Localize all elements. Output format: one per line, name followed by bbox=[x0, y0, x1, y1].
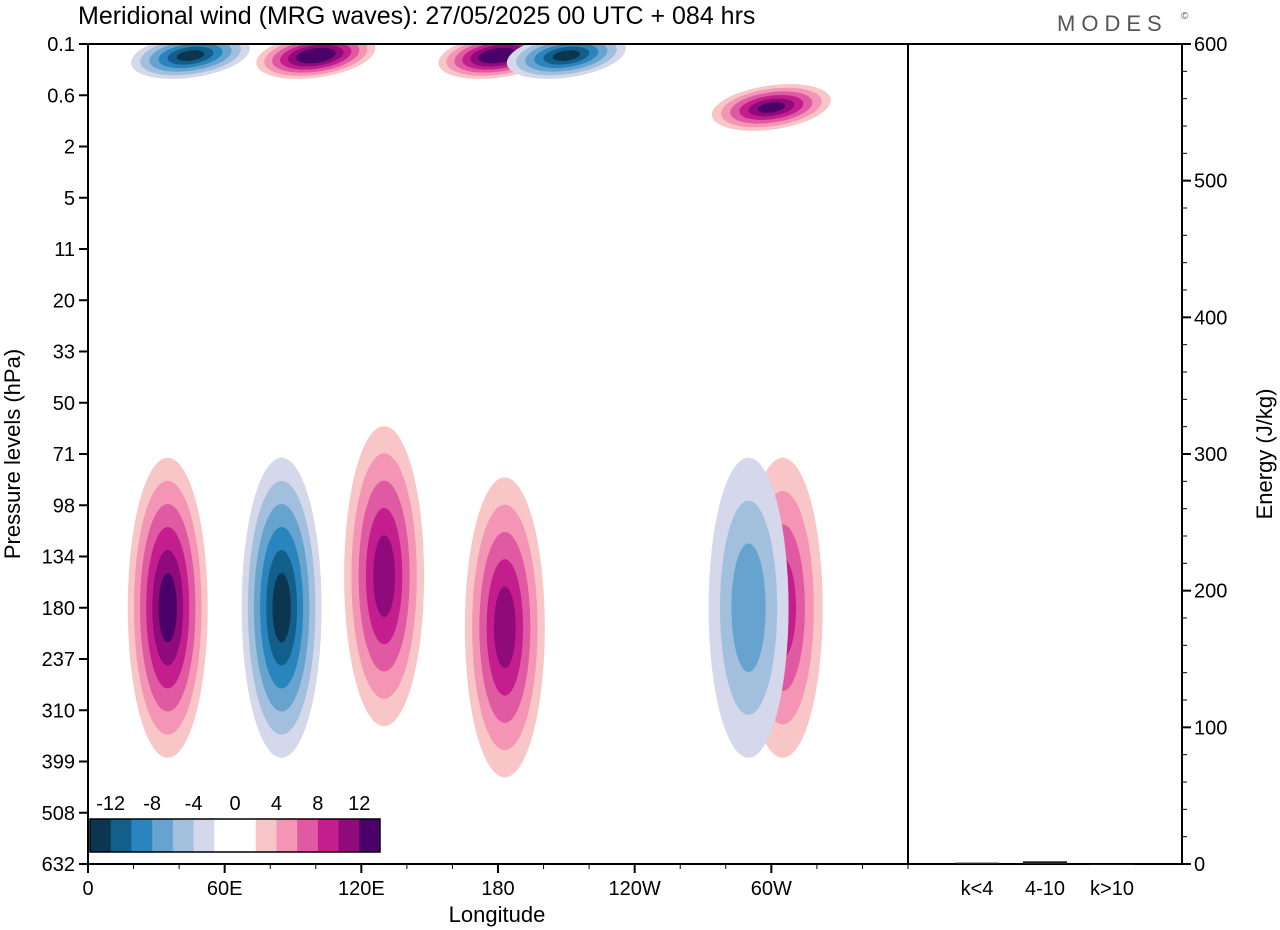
energy-tick-label: 400 bbox=[1194, 307, 1227, 329]
energy-bar bbox=[955, 862, 999, 864]
colorbar-label: 0 bbox=[229, 793, 240, 815]
logo-text: MODES bbox=[1057, 11, 1168, 36]
x-tick-label: 0 bbox=[82, 878, 93, 900]
colorbar-label: -8 bbox=[143, 793, 161, 815]
colorbar-swatch bbox=[276, 819, 298, 852]
y-tick-label: 632 bbox=[42, 854, 75, 876]
wind-contour bbox=[493, 586, 516, 669]
colorbar-swatch bbox=[131, 819, 153, 852]
energy-tick-label: 300 bbox=[1194, 444, 1227, 466]
x-axis: 0 60E 120E 180 120W 60W bbox=[82, 864, 909, 900]
energy-x-axis: k<4 4-10 k>10 bbox=[961, 878, 1134, 900]
colorbar-label: -12 bbox=[96, 793, 125, 815]
wind-contour bbox=[272, 573, 291, 643]
x-tick-label: 60E bbox=[207, 878, 243, 900]
wind-feature bbox=[464, 477, 545, 778]
energy-tick-label: 0 bbox=[1194, 854, 1205, 876]
x-tick-label: 60W bbox=[751, 878, 792, 900]
x-axis-label: Longitude bbox=[449, 902, 546, 927]
y-axis: 0.1 0.6 2 5 11 20 33 50 71 98 134 180 237 310 399 508 63… bbox=[42, 34, 88, 876]
x-tick-label: 180 bbox=[481, 878, 514, 900]
wind-contour bbox=[552, 50, 581, 62]
y-tick-label: 71 bbox=[53, 444, 75, 466]
energy-bar bbox=[1023, 861, 1067, 864]
x-tick-label: 120E bbox=[338, 878, 385, 900]
y-tick-label: 5 bbox=[64, 188, 75, 210]
colorbar-label: 4 bbox=[271, 793, 282, 815]
wind-contour bbox=[303, 50, 328, 61]
energy-bar bbox=[1090, 864, 1134, 865]
y-tick-label: 399 bbox=[42, 752, 75, 774]
energy-axis-label: Energy (J/kg) bbox=[1252, 389, 1277, 520]
wind-contour bbox=[373, 535, 396, 617]
y-tick-label: 20 bbox=[53, 290, 75, 312]
colorbar-swatch bbox=[110, 819, 132, 852]
colorbar-swatch bbox=[214, 819, 236, 852]
colorbar-swatch bbox=[359, 819, 381, 852]
energy-category-label: k>10 bbox=[1090, 878, 1134, 900]
wind-feature bbox=[131, 44, 250, 79]
energy-tick-label: 500 bbox=[1194, 171, 1227, 193]
colorbar-swatch bbox=[297, 819, 319, 852]
colorbar-frame bbox=[89, 818, 381, 853]
chart-title: Meridional wind (MRG waves): 27/05/2025 … bbox=[78, 2, 755, 30]
wind-feature bbox=[127, 457, 208, 758]
wind-feature bbox=[708, 457, 789, 758]
wind-feature bbox=[256, 44, 376, 79]
y-tick-label: 0.1 bbox=[47, 34, 75, 56]
energy-bars bbox=[955, 861, 1134, 865]
energy-tick-label: 200 bbox=[1194, 581, 1227, 603]
y-tick-label: 50 bbox=[53, 393, 75, 415]
energy-panel-frame bbox=[907, 43, 1183, 865]
wind-feature bbox=[344, 426, 425, 727]
energy-category-label: 4-10 bbox=[1025, 878, 1065, 900]
wind-feature bbox=[711, 84, 831, 131]
y-tick-label: 180 bbox=[42, 598, 75, 620]
energy-tick-label: 100 bbox=[1194, 717, 1227, 739]
wind-feature bbox=[241, 457, 322, 758]
y-tick-label: 310 bbox=[42, 700, 75, 722]
heatmap-field bbox=[127, 44, 831, 778]
colorbar: -12 -8 -4 0 4 8 12 bbox=[89, 793, 381, 853]
wind-contour bbox=[486, 50, 510, 61]
logo-mark: © bbox=[1181, 11, 1189, 22]
colorbar-label: 8 bbox=[312, 793, 323, 815]
y-tick-label: 508 bbox=[42, 803, 75, 825]
y-tick-label: 11 bbox=[54, 239, 75, 261]
y-tick-label: 2 bbox=[64, 137, 75, 159]
modes-logo: MODES © bbox=[1057, 11, 1189, 36]
y-tick-label: 98 bbox=[53, 495, 75, 517]
energy-y-axis: 0 100 200 300 400 500 600 bbox=[1182, 34, 1227, 876]
x-tick-label: 120W bbox=[609, 878, 661, 900]
colorbar-swatch bbox=[152, 819, 174, 852]
wind-contour bbox=[176, 50, 205, 62]
wind-contour bbox=[731, 543, 766, 673]
colorbar-swatch bbox=[90, 819, 112, 852]
wind-feature bbox=[506, 44, 626, 79]
colorbar-swatch bbox=[235, 819, 257, 852]
y-tick-label: 134 bbox=[42, 547, 75, 569]
colorbar-swatch bbox=[193, 819, 215, 852]
y-tick-label: 33 bbox=[53, 342, 75, 364]
colorbar-label: 12 bbox=[348, 793, 370, 815]
energy-category-label: k<4 bbox=[961, 878, 994, 900]
colorbar-swatch bbox=[255, 819, 277, 852]
y-tick-label: 0.6 bbox=[47, 85, 75, 107]
y-tick-label: 237 bbox=[42, 649, 75, 671]
colorbar-swatch bbox=[172, 819, 195, 852]
colorbar-label: -4 bbox=[185, 793, 203, 815]
colorbar-swatch bbox=[338, 819, 360, 852]
wind-contour bbox=[158, 573, 177, 643]
wind-contour bbox=[757, 102, 786, 113]
colorbar-swatch bbox=[317, 819, 340, 852]
energy-tick-label: 600 bbox=[1194, 34, 1227, 56]
y-axis-label: Pressure levels (hPa) bbox=[0, 349, 25, 559]
